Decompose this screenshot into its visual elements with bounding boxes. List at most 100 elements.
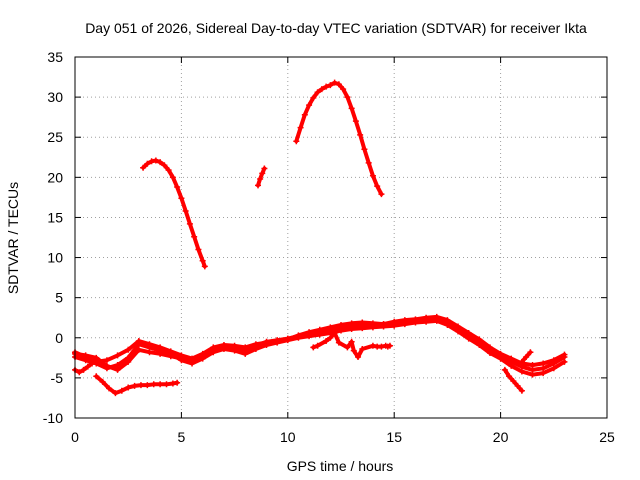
data-point (186, 220, 193, 227)
data-point (550, 357, 557, 364)
data-point (327, 82, 334, 89)
data-point (352, 118, 359, 125)
x-tick-label: 0 (71, 429, 79, 445)
data-point (174, 379, 181, 386)
data-point (369, 342, 376, 349)
plot-frame (74, 56, 608, 419)
x-tick-label: 15 (386, 429, 402, 445)
data-point (199, 350, 206, 357)
x-tick-label: 5 (178, 429, 186, 445)
data-point (374, 183, 381, 190)
data-point (518, 387, 525, 394)
data-point (301, 111, 308, 118)
data-point (510, 378, 517, 385)
data-point (189, 355, 196, 362)
data-point (550, 365, 557, 372)
data-point (310, 94, 317, 101)
data-point (76, 369, 83, 376)
data-point (306, 102, 313, 109)
data-point (167, 348, 174, 355)
data-point (99, 378, 106, 385)
y-tick-label: 0 (55, 330, 63, 346)
data-point (316, 326, 323, 333)
y-tick-label: 15 (47, 209, 63, 225)
data-point (293, 138, 300, 145)
data-point (423, 314, 430, 321)
data-point (455, 323, 462, 330)
data-point (220, 341, 227, 348)
data-point (518, 368, 525, 375)
data-point (150, 381, 157, 388)
data-point (344, 344, 351, 351)
series-trace (294, 80, 384, 197)
data-point (501, 366, 508, 373)
data-point (259, 170, 266, 177)
data-point (327, 324, 334, 331)
data-point (314, 89, 321, 96)
y-tick-label: 5 (55, 290, 63, 306)
series-band-c (72, 313, 568, 369)
data-point (514, 382, 521, 389)
data-point (350, 347, 357, 354)
data-point (331, 329, 338, 336)
data-point (529, 371, 536, 378)
data-point (508, 355, 515, 362)
data-point (93, 373, 100, 380)
data-point (165, 167, 172, 174)
data-point (401, 317, 408, 324)
data-point (331, 79, 338, 86)
data-point (561, 351, 568, 358)
data-point (125, 354, 132, 361)
x-tick-label: 10 (280, 429, 296, 445)
data-point (327, 334, 334, 341)
data-point (465, 329, 472, 336)
data-point (348, 105, 355, 112)
data-point (261, 165, 268, 172)
data-point (476, 336, 483, 343)
data-point (191, 233, 198, 240)
data-point (201, 263, 208, 270)
data-point (527, 349, 534, 356)
y-axis-label: SDTVAR / TECUs (5, 182, 21, 294)
data-point (89, 360, 96, 367)
data-point (365, 159, 372, 166)
data-points (72, 79, 568, 397)
data-point (103, 357, 110, 364)
data-point (103, 365, 110, 372)
data-point (163, 381, 170, 388)
data-point (295, 332, 302, 339)
data-point (131, 382, 138, 389)
data-point (263, 339, 270, 346)
data-point (357, 131, 364, 138)
y-tick-label: 35 (47, 49, 63, 65)
data-point (348, 320, 355, 327)
data-point (380, 321, 387, 328)
x-tick-label: 25 (599, 429, 615, 445)
data-point (391, 318, 398, 325)
data-point (252, 341, 259, 348)
data-point (412, 316, 419, 323)
data-point (369, 172, 376, 179)
data-point (210, 344, 217, 351)
data-point (84, 363, 91, 370)
data-point (137, 382, 144, 389)
data-point (310, 344, 317, 351)
data-point (359, 319, 366, 326)
data-point (140, 164, 147, 171)
x-axis-label: GPS time / hours (287, 458, 394, 474)
data-point (157, 344, 164, 351)
data-point (174, 183, 181, 190)
axis-ticks (74, 56, 608, 419)
data-point (242, 344, 249, 351)
y-tick-label: -10 (43, 410, 63, 426)
data-point (476, 341, 483, 348)
series-trace (311, 331, 392, 359)
data-point (157, 159, 164, 166)
data-point (355, 354, 362, 361)
data-point (255, 182, 262, 189)
data-point (195, 246, 202, 253)
data-point (106, 385, 113, 392)
data-point (518, 358, 525, 365)
data-point (318, 86, 325, 93)
chart-title: Day 051 of 2026, Sidereal Day-to-day VTE… (85, 20, 587, 36)
